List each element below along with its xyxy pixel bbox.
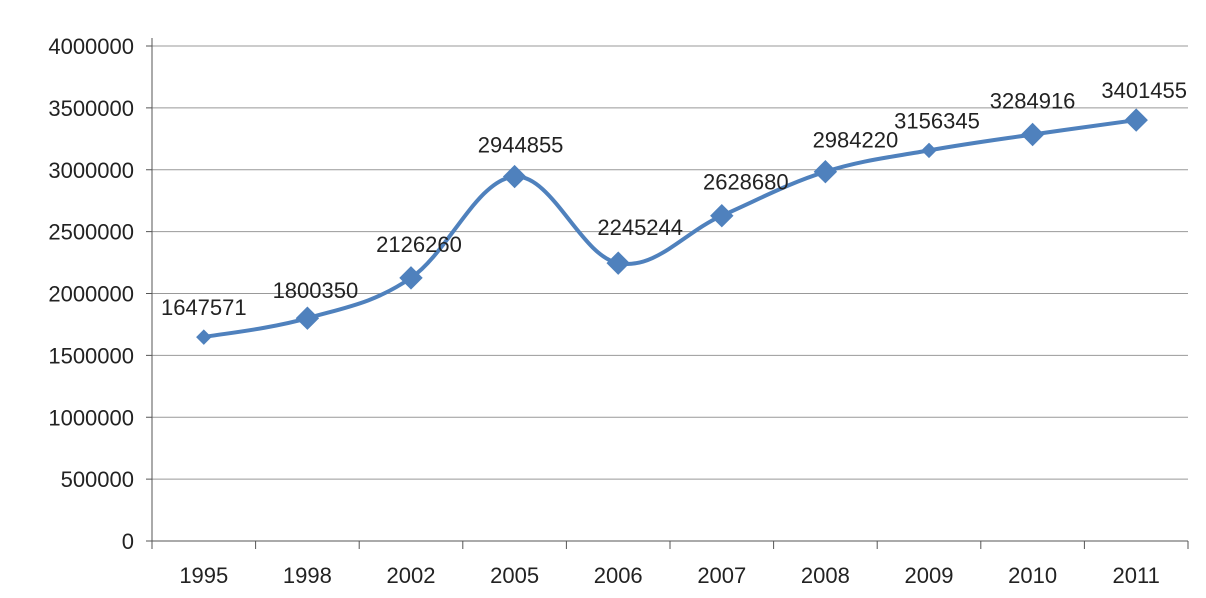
y-tick-label: 3500000	[48, 96, 134, 121]
y-tick-labels: 0 500000 1000000 1500000 2000000 2500000 30000…	[48, 34, 134, 554]
x-tick-label: 2007	[697, 563, 746, 588]
y-tick-label: 1000000	[48, 405, 134, 430]
x-tick-label: 2010	[1008, 563, 1057, 588]
data-label: 2984220	[813, 128, 899, 153]
y-tick-label: 0	[122, 529, 134, 554]
y-tick-label: 1500000	[48, 343, 134, 368]
x-tick-label: 1995	[179, 563, 228, 588]
y-tick-label: 4000000	[48, 34, 134, 59]
x-tick-label: 2011	[1113, 563, 1160, 588]
y-tick-label: 2000000	[48, 282, 134, 307]
data-point-marker	[1124, 108, 1148, 132]
gridlines	[152, 45, 1188, 480]
data-point-marker	[295, 306, 320, 330]
y-tick-label: 500000	[61, 467, 134, 492]
x-tick-label: 2005	[490, 563, 539, 588]
series-line	[201, 118, 1139, 340]
data-label: 2126260	[376, 232, 462, 257]
data-label: 1800350	[273, 278, 359, 303]
data-point-marker	[399, 266, 423, 290]
data-point-marker	[1020, 122, 1045, 147]
data-point-marker	[813, 159, 838, 184]
x-tick-label: 2008	[801, 563, 850, 588]
series-line-layer	[201, 118, 1139, 340]
data-label: 3284916	[990, 88, 1076, 113]
x-tick-label: 2006	[594, 563, 643, 588]
x-tick-label: 1998	[283, 563, 332, 588]
x-tick-label: 2009	[905, 563, 954, 588]
data-point-marker	[921, 142, 937, 159]
data-point-marker	[196, 329, 212, 345]
x-tick-labels: 1995 1998 2002 2005 2006 2007 2008 2009 2010 2011	[179, 563, 1160, 588]
data-label: 3401455	[1101, 78, 1187, 103]
data-point-marker	[606, 251, 630, 275]
data-label: 1647571	[161, 295, 247, 320]
data-label: 3156345	[894, 108, 980, 133]
data-point-marker	[502, 164, 527, 189]
data-point-markers	[196, 108, 1148, 345]
data-label: 2628680	[703, 170, 789, 195]
x-tick-label: 2002	[387, 563, 436, 588]
axes	[146, 38, 1189, 549]
y-tick-label: 2500000	[48, 220, 134, 245]
data-label: 2245244	[597, 215, 683, 240]
data-label: 2944855	[478, 133, 564, 158]
data-labels: 1647571 1800350 2126260 2944855 2245244 26286…	[161, 78, 1187, 320]
y-tick-label: 3000000	[48, 158, 134, 183]
data-point-marker	[710, 203, 734, 228]
